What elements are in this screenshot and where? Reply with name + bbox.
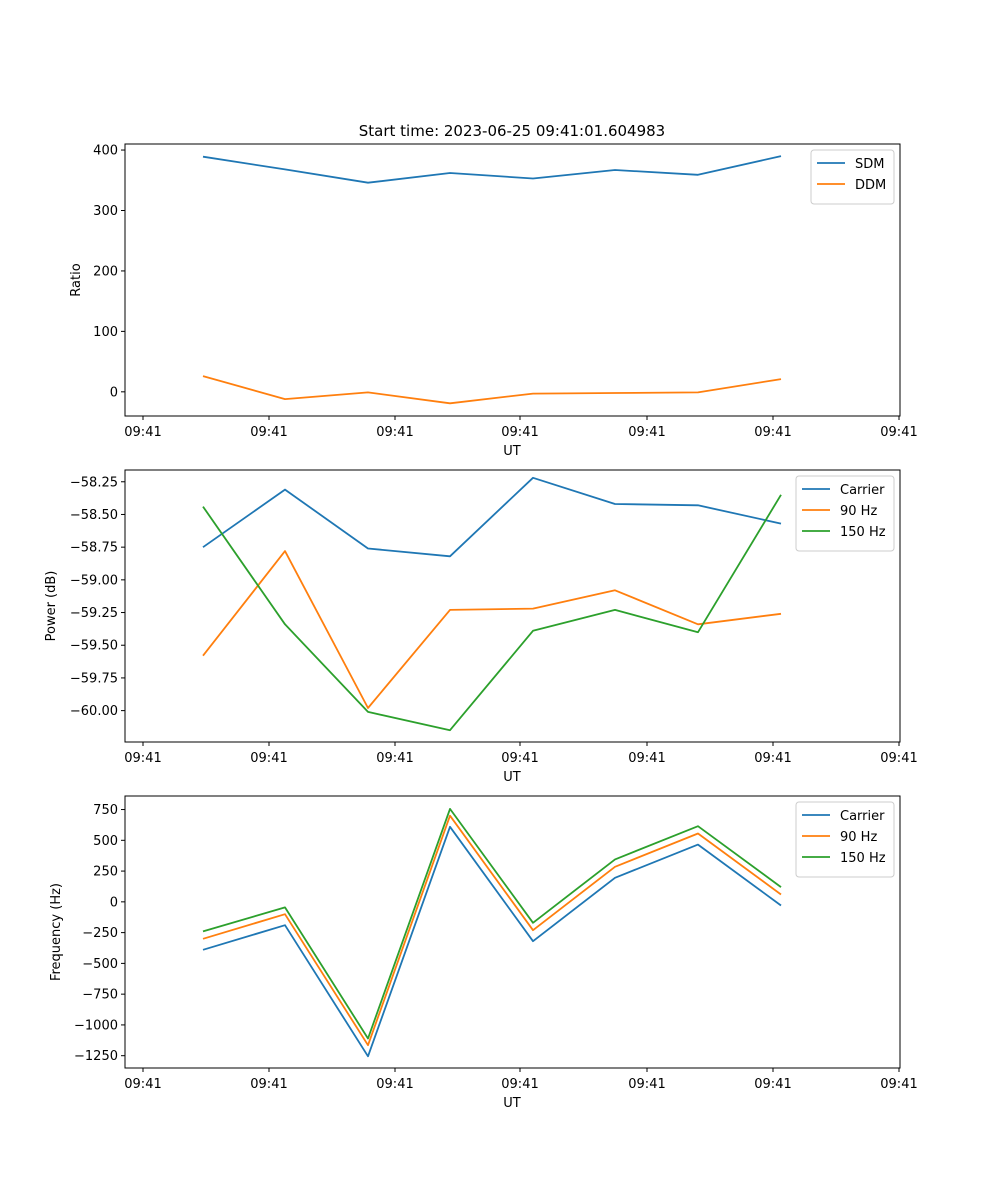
- legend: Carrier 90 Hz 150 Hz: [795, 475, 895, 552]
- y-tick-label: −59.50: [70, 639, 118, 654]
- y-tick-label: −250: [82, 926, 118, 941]
- legend-label: 90 Hz: [840, 504, 877, 519]
- y-tick-label: 750: [93, 803, 118, 818]
- series-line-ddm: [202, 375, 782, 405]
- series-line-carrier: [202, 476, 782, 558]
- legend-box: [795, 801, 895, 878]
- subplot-3: 09:41 09:41 09:41 09:41 09:41 09:41 09:41 UT −12…: [49, 795, 918, 1111]
- legend: Carrier 90 Hz 150 Hz: [795, 801, 895, 878]
- x-tick-label: 09:41: [754, 425, 791, 440]
- x-tick-label: 09:41: [124, 751, 161, 766]
- y-tick-label: 0: [110, 895, 118, 910]
- x-tick-label: 09:41: [628, 751, 665, 766]
- series-line-sdm: [202, 155, 782, 184]
- y-tick-label: −750: [82, 988, 118, 1003]
- legend-label: SDM: [855, 157, 884, 172]
- y-tick-label: −1250: [74, 1049, 118, 1064]
- x-tick-label: 09:41: [754, 1077, 791, 1092]
- x-tick-label: 09:41: [880, 751, 917, 766]
- x-axis-label: UT: [503, 444, 521, 459]
- y-tick-label: 0: [110, 385, 118, 400]
- subplot-1: 09:41 09:41 09:41 09:41 09:41 09:41 09:41 UT 0 10…: [69, 143, 918, 459]
- y-tick-label: −59.25: [70, 606, 118, 621]
- legend: SDM DDM: [810, 149, 895, 205]
- y-tick-label: −58.75: [70, 541, 118, 556]
- x-tick-label: 09:41: [501, 425, 538, 440]
- y-tick-label: 250: [93, 865, 118, 880]
- x-tick-label: 09:41: [250, 751, 287, 766]
- y-tick-label: −60.00: [70, 704, 118, 719]
- y-tick-label: −58.25: [70, 475, 118, 490]
- legend-label: 150 Hz: [840, 525, 886, 540]
- legend-label: 90 Hz: [840, 830, 877, 845]
- x-tick-label: 09:41: [880, 425, 917, 440]
- x-axis-label: UT: [503, 770, 521, 785]
- y-axis-label: Frequency (Hz): [49, 883, 64, 981]
- y-tick-label: −59.00: [70, 573, 118, 588]
- x-tick-label: 09:41: [250, 1077, 287, 1092]
- x-tick-label: 09:41: [124, 425, 161, 440]
- x-tick-label: 09:41: [628, 1077, 665, 1092]
- x-tick-label: 09:41: [754, 751, 791, 766]
- series-line-90-hz: [202, 550, 782, 709]
- chart-title: Start time: 2023-06-25 09:41:01.604983: [359, 122, 665, 140]
- x-tick-label: 09:41: [376, 751, 413, 766]
- x-tick-label: 09:41: [376, 1077, 413, 1092]
- legend-label: 150 Hz: [840, 851, 886, 866]
- y-axis-label: Power (dB): [44, 571, 59, 642]
- x-tick-label: 09:41: [501, 1077, 538, 1092]
- y-tick-label: 200: [93, 264, 118, 279]
- legend-label: DDM: [855, 178, 886, 193]
- axes-frame: [124, 795, 901, 1069]
- subplot-2: 09:41 09:41 09:41 09:41 09:41 09:41 09:41 UT −60…: [44, 469, 918, 785]
- y-tick-label: 500: [93, 834, 118, 849]
- series-line-150-hz: [202, 494, 782, 732]
- x-tick-label: 09:41: [376, 425, 413, 440]
- series-line-150-hz: [202, 808, 782, 1040]
- x-axis-label: UT: [503, 1096, 521, 1111]
- y-tick-label: −500: [82, 957, 118, 972]
- y-tick-label: −58.50: [70, 508, 118, 523]
- x-tick-label: 09:41: [880, 1077, 917, 1092]
- y-axis-label: Ratio: [69, 263, 84, 296]
- legend-label: Carrier: [840, 483, 885, 498]
- series-line-90-hz: [202, 814, 782, 1047]
- x-tick-label: 09:41: [628, 425, 665, 440]
- y-tick-label: −1000: [74, 1018, 118, 1033]
- x-tick-label: 09:41: [250, 425, 287, 440]
- legend-box: [795, 475, 895, 552]
- series-line-carrier: [202, 825, 782, 1058]
- x-tick-label: 09:41: [501, 751, 538, 766]
- y-tick-label: 100: [93, 325, 118, 340]
- axes-frame: [124, 143, 901, 417]
- y-tick-label: 400: [93, 144, 118, 159]
- y-tick-label: 300: [93, 204, 118, 219]
- y-tick-label: −59.75: [70, 671, 118, 686]
- legend-label: Carrier: [840, 809, 885, 824]
- x-tick-label: 09:41: [124, 1077, 161, 1092]
- axes-frame: [124, 469, 901, 743]
